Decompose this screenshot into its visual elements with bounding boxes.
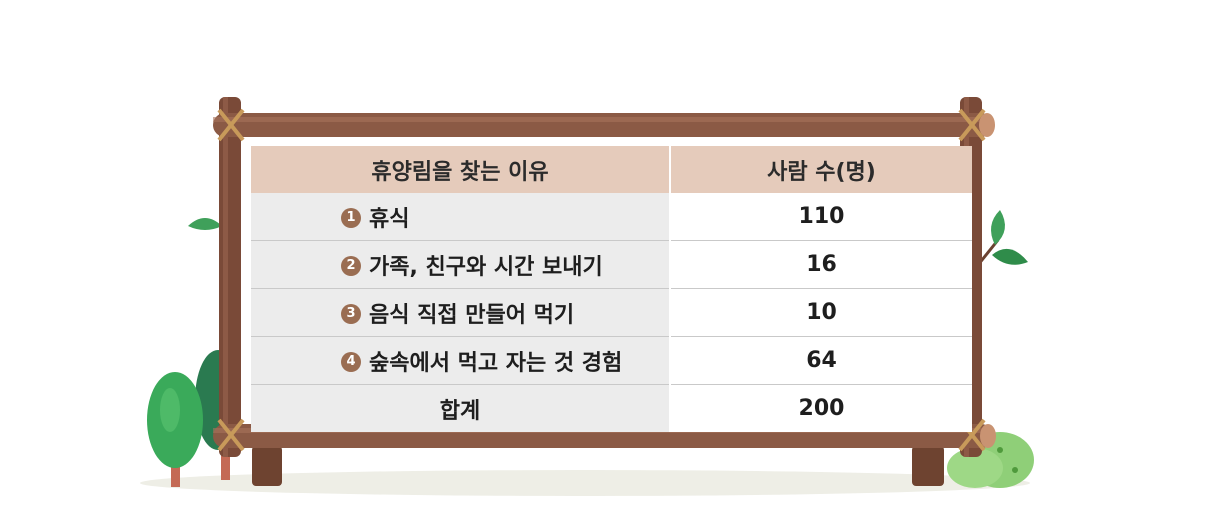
ground-shadow [140, 470, 1030, 496]
total-count: 200 [670, 384, 972, 432]
reason-cell: 3 음식 직접 만들어 먹기 [251, 288, 671, 337]
reason-cell: 4 숲속에서 먹고 자는 것 경험 [251, 336, 671, 385]
reason-text: 휴식 [369, 206, 410, 232]
number-badge: 2 [341, 255, 361, 276]
reason-text: 가족, 친구와 시간 보내기 [369, 254, 603, 280]
count-cell: 10 [670, 288, 972, 337]
header-count: 사람 수(명) [670, 146, 972, 193]
rope-knot-icon [217, 108, 986, 452]
total-label: 합계 [251, 384, 671, 432]
reason-text: 숲속에서 먹고 자는 것 경험 [369, 350, 623, 376]
count-cell: 16 [670, 240, 972, 289]
table-row: 1 휴식 110 [251, 193, 972, 241]
forest-reason-table: 휴양림을 찾는 이유 사람 수(명) 1 휴식 110 2 가족, 친구와 시간 보… [251, 146, 972, 432]
count-cell: 110 [670, 193, 972, 241]
reason-text: 음식 직접 만들어 먹기 [369, 302, 575, 328]
table-row: 3 음식 직접 만들어 먹기 10 [251, 288, 972, 337]
number-badge: 3 [341, 303, 361, 324]
header-reason: 휴양림을 찾는 이유 [251, 146, 671, 193]
table-row: 2 가족, 친구와 시간 보내기 16 [251, 240, 972, 289]
table-row: 4 숲속에서 먹고 자는 것 경험 64 [251, 336, 972, 385]
reason-cell: 2 가족, 친구와 시간 보내기 [251, 240, 671, 289]
count-cell: 64 [670, 336, 972, 385]
number-badge: 4 [341, 351, 361, 372]
number-badge: 1 [341, 207, 361, 228]
table-header-row: 휴양림을 찾는 이유 사람 수(명) [251, 146, 972, 193]
reason-cell: 1 휴식 [251, 193, 671, 241]
leaf-icon [976, 210, 1028, 266]
total-row: 합계 200 [251, 384, 972, 432]
